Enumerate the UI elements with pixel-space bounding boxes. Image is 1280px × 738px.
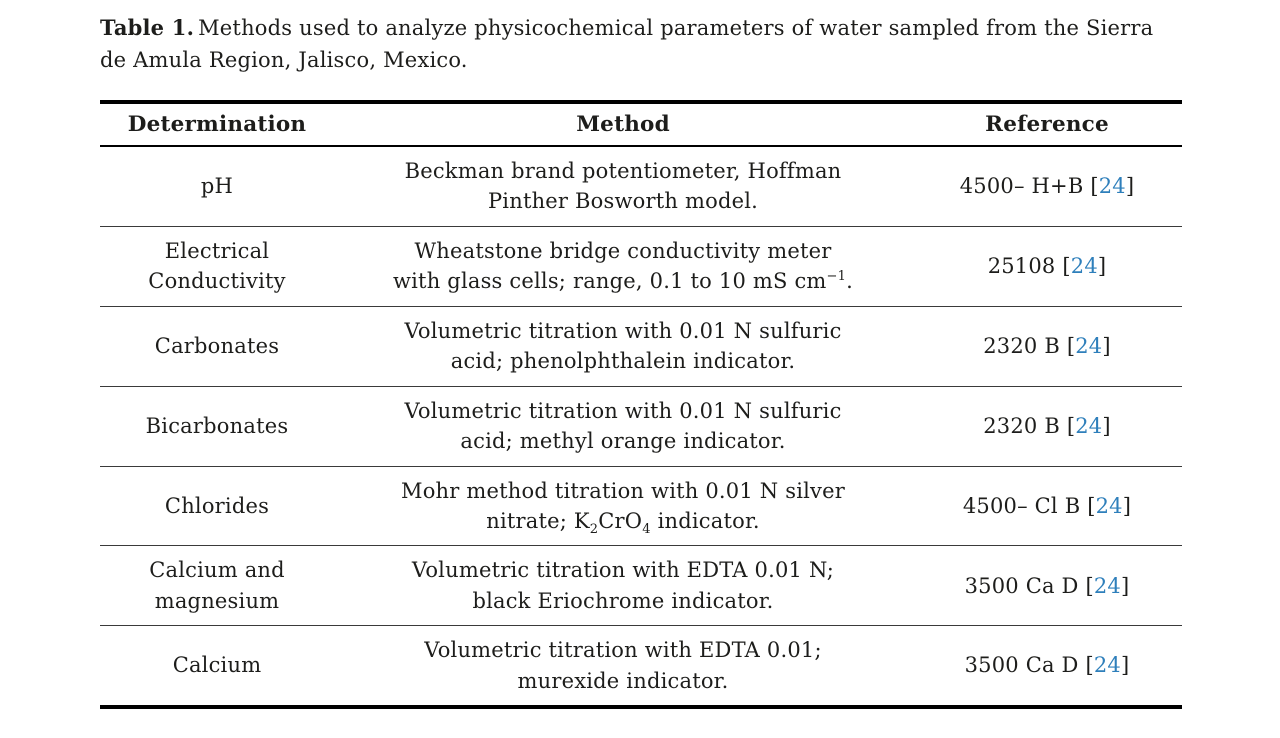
method-cell: Wheatstone bridge conductivity meter with… (334, 225, 912, 307)
reference-cell: 3500 Ca D [24] (912, 625, 1182, 708)
document-page: Table 1. Methods used to analyze physicoc… (100, 12, 1182, 710)
determination-cell: Calcium (100, 625, 334, 708)
reference-cell: 3500 Ca D [24] (912, 545, 1182, 626)
method-cell: Volumetric titration with EDTA 0.01 N; bl… (334, 545, 912, 626)
column-header-method: Method (334, 102, 912, 147)
citation-link[interactable]: 24 (1093, 573, 1121, 598)
table-row: Bicarbonates Volumetric titration with 0… (100, 385, 1182, 466)
method-cell: Mohr method titration with 0.01 N silver… (334, 465, 912, 546)
determination-cell: Electrical Conductivity (100, 225, 334, 307)
method-cell: Volumetric titration with EDTA 0.01; mure… (334, 625, 912, 708)
citation-link[interactable]: 24 (1070, 254, 1098, 279)
reference-cell: 4500– Cl B [24] (912, 465, 1182, 546)
reference-cell: 2320 B [24] (912, 305, 1182, 387)
determination-cell: pH (200, 174, 234, 199)
citation-link[interactable]: 24 (1098, 174, 1126, 199)
method-cell: Beckman brand potentiometer, Hoffman Pint… (404, 159, 842, 214)
determination-cell: Carbonates (100, 305, 334, 387)
caption-label: Table 1. (100, 15, 195, 40)
method-cell: Volumetric titration with 0.01 N sulfuri… (334, 305, 912, 387)
determination-cell: Chlorides (100, 465, 334, 546)
table-row: Calcium Volumetric titration with EDTA 0… (100, 625, 1182, 708)
table-row: Calcium and magnesium Volumetric titratio… (100, 545, 1182, 626)
table-row: pH Beckman brand potentiometer, Hoffman P… (100, 146, 1182, 226)
determination-cell: Calcium and magnesium (100, 545, 334, 626)
citation-link[interactable]: 24 (1075, 413, 1103, 438)
citation-link[interactable]: 24 (1095, 493, 1123, 518)
table-caption: Table 1. Methods used to analyze physicoc… (100, 12, 1180, 76)
citation-link[interactable]: 24 (1093, 653, 1121, 678)
reference-cell: 2320 B [24] (912, 385, 1182, 466)
column-header-determination: Determination (100, 102, 334, 147)
table-row: Electrical Conductivity Wheatstone bridge… (100, 225, 1182, 307)
methods-table: Determination Method Reference pH Beckma… (100, 100, 1182, 710)
table-row: Carbonates Volumetric titration with 0.0… (100, 305, 1182, 387)
reference-cell: 25108 [24] (912, 225, 1182, 307)
method-cell: Volumetric titration with 0.01 N sulfuri… (334, 385, 912, 466)
determination-cell: Bicarbonates (100, 385, 334, 466)
column-header-reference: Reference (912, 102, 1182, 147)
caption-text: Methods used to analyze physicochemical … (100, 16, 1154, 72)
header-row: Determination Method Reference (100, 102, 1182, 147)
reference-cell: 4500– H+B [24] (959, 174, 1135, 199)
citation-link[interactable]: 24 (1075, 333, 1103, 358)
table-row: Chlorides Mohr method titration with 0.0… (100, 465, 1182, 546)
